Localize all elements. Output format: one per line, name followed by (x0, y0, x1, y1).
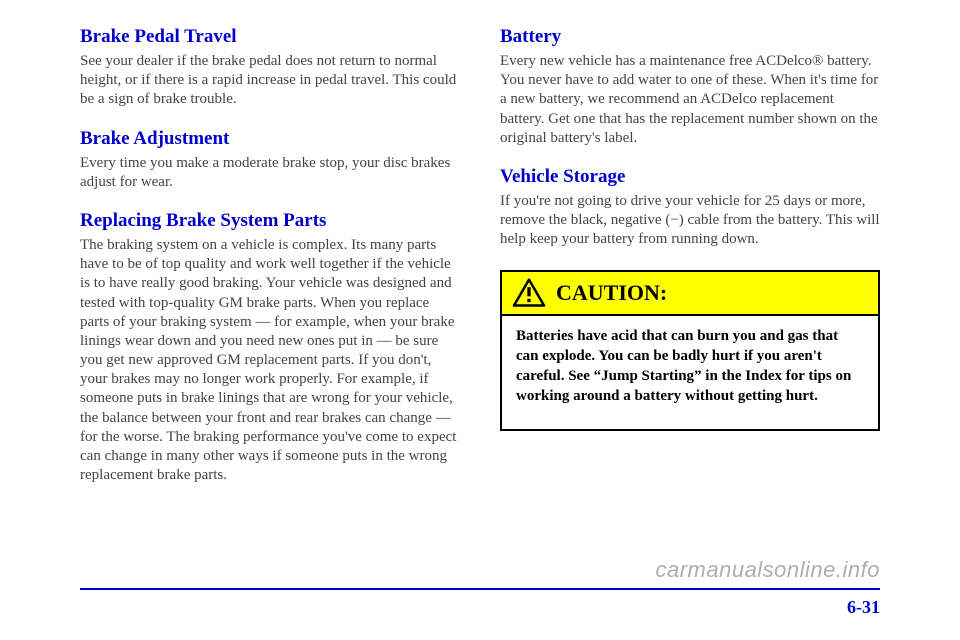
heading-battery: Battery (500, 26, 880, 48)
heading-brake-adjustment: Brake Adjustment (80, 128, 460, 150)
page-number: 6-31 (847, 597, 880, 618)
caution-title: CAUTION: (556, 280, 667, 306)
caution-body-text: Batteries have acid that can burn you an… (502, 314, 878, 429)
heading-vehicle-storage: Vehicle Storage (500, 166, 880, 188)
footer-rule (80, 588, 880, 590)
body-brake-pedal-travel: See your dealer if the brake pedal does … (80, 52, 460, 110)
body-battery: Every new vehicle has a maintenance free… (500, 52, 880, 148)
body-vehicle-storage: If you're not going to drive your vehicl… (500, 192, 880, 250)
heading-brake-pedal-travel: Brake Pedal Travel (80, 26, 460, 48)
body-replacing-brake-parts: The braking system on a vehicle is compl… (80, 236, 460, 485)
heading-replacing-brake-parts: Replacing Brake System Parts (80, 210, 460, 232)
caution-box: CAUTION: Batteries have acid that can bu… (500, 270, 880, 431)
content-columns: Brake Pedal Travel See your dealer if th… (80, 26, 880, 503)
right-column: Battery Every new vehicle has a maintena… (500, 26, 880, 503)
caution-header: CAUTION: (502, 272, 878, 314)
body-brake-adjustment: Every time you make a moderate brake sto… (80, 154, 460, 192)
manual-page: Brake Pedal Travel See your dealer if th… (0, 0, 960, 640)
watermark-text: carmanualsonline.info (655, 557, 880, 583)
warning-triangle-icon (512, 278, 546, 308)
left-column: Brake Pedal Travel See your dealer if th… (80, 26, 460, 503)
